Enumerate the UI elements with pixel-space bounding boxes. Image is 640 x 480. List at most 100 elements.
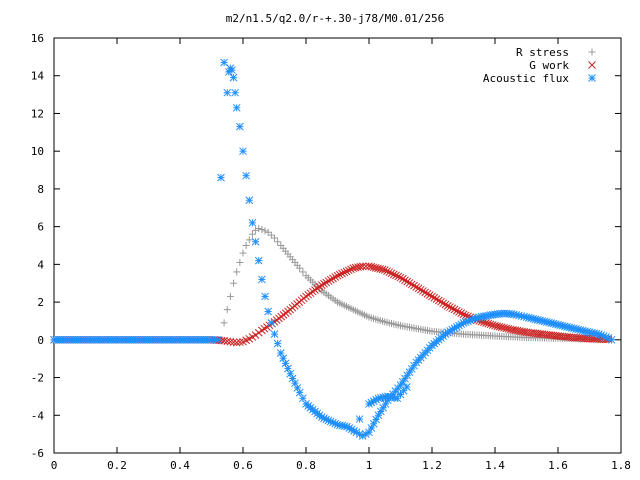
data-point: [324, 277, 333, 285]
data-point: [392, 271, 400, 280]
data-point: [317, 281, 326, 289]
data-point: [340, 268, 349, 277]
data-point: [252, 226, 260, 234]
data-point: [428, 292, 436, 301]
legend-label: G work: [529, 59, 569, 72]
data-point: [254, 256, 263, 265]
data-point: [398, 275, 407, 283]
plot-frame: [53, 37, 622, 454]
data-point: [493, 322, 502, 331]
y-tick-label: 12: [31, 107, 44, 120]
data-point: [264, 307, 273, 316]
series-r-stress: [50, 225, 616, 344]
data-point: [410, 281, 418, 290]
data-point: [271, 234, 278, 242]
data-point: [335, 270, 344, 279]
data-point: [223, 306, 231, 314]
x-tick-label: 1.4: [485, 459, 505, 472]
data-point: [258, 225, 266, 233]
data-point: [239, 249, 247, 257]
data-point: [439, 299, 448, 308]
x-tick-label: 0.8: [296, 459, 316, 472]
data-point: [486, 320, 495, 329]
data-point: [414, 284, 423, 293]
data-point: [230, 279, 238, 287]
y-tick-label: -6: [31, 447, 44, 460]
data-point: [402, 383, 411, 391]
data-point: [233, 268, 241, 276]
data-point: [273, 339, 282, 348]
legend-label: Acoustic flux: [483, 72, 569, 85]
data-point: [242, 242, 250, 249]
x-tick-label: 0: [51, 459, 58, 472]
data-point: [223, 88, 232, 97]
data-point: [331, 273, 340, 281]
data-point: [254, 328, 263, 337]
legend-label: R stress: [516, 46, 569, 59]
data-point: [385, 268, 394, 277]
data-point: [443, 302, 452, 310]
data-point: [267, 318, 276, 327]
data-point: [236, 258, 244, 266]
data-point: [607, 335, 616, 344]
data-point: [502, 324, 511, 333]
data-point: [495, 322, 504, 331]
chart-title: m2/n1.5/q2.0/r-+.30-j78/M0.01/256: [226, 12, 445, 25]
data-point: [326, 275, 335, 284]
data-point: [251, 237, 260, 246]
data-point: [372, 395, 380, 404]
data-point: [374, 411, 383, 420]
data-point: [412, 283, 421, 291]
data-point: [452, 306, 461, 315]
data-point: [329, 274, 337, 283]
y-tick-label: 8: [37, 183, 44, 196]
data-point: [231, 88, 239, 97]
data-point: [235, 338, 244, 347]
data-point: [232, 103, 241, 112]
data-point: [394, 272, 403, 281]
data-point: [232, 338, 241, 347]
data-point: [245, 196, 254, 205]
data-point: [448, 304, 457, 313]
data-point: [497, 323, 506, 332]
x-tick-label: 1.6: [548, 459, 568, 472]
data-point: [423, 289, 432, 298]
data-point: [482, 319, 490, 327]
data-point: [500, 323, 508, 332]
y-tick-label: -4: [31, 409, 45, 422]
data-point: [588, 48, 596, 56]
data-point: [220, 319, 228, 327]
data-point: [220, 336, 228, 345]
axis-ticks: 0 0.2 0.4 0.6 0.8 1 1.2 1.4 1.6 1.81614121086420-…: [31, 32, 631, 472]
data-point: [459, 310, 468, 319]
data-point: [333, 271, 342, 280]
data-point: [245, 236, 253, 244]
data-point: [430, 293, 439, 302]
data-point: [441, 300, 450, 309]
data-point: [588, 74, 596, 82]
data-point: [226, 337, 235, 346]
data-point: [407, 280, 416, 289]
data-point: [354, 263, 362, 272]
data-point: [383, 267, 391, 275]
data-point: [338, 269, 346, 278]
y-tick-label: 2: [37, 296, 44, 309]
data-point: [258, 275, 266, 284]
y-tick-label: 10: [31, 145, 44, 158]
data-point: [274, 238, 282, 246]
data-point: [437, 297, 445, 306]
data-point: [213, 335, 222, 344]
data-point: [251, 331, 260, 339]
y-tick-label: 14: [31, 70, 45, 83]
data-point: [242, 171, 251, 180]
data-point: [358, 262, 367, 271]
data-point: [432, 295, 441, 303]
data-point: [434, 296, 443, 305]
data-point: [378, 265, 387, 274]
x-tick-label: 1: [366, 459, 373, 472]
data-point: [342, 267, 351, 276]
data-point: [425, 291, 434, 299]
data-point: [488, 321, 497, 329]
data-point: [320, 279, 328, 288]
data-point: [223, 337, 232, 346]
